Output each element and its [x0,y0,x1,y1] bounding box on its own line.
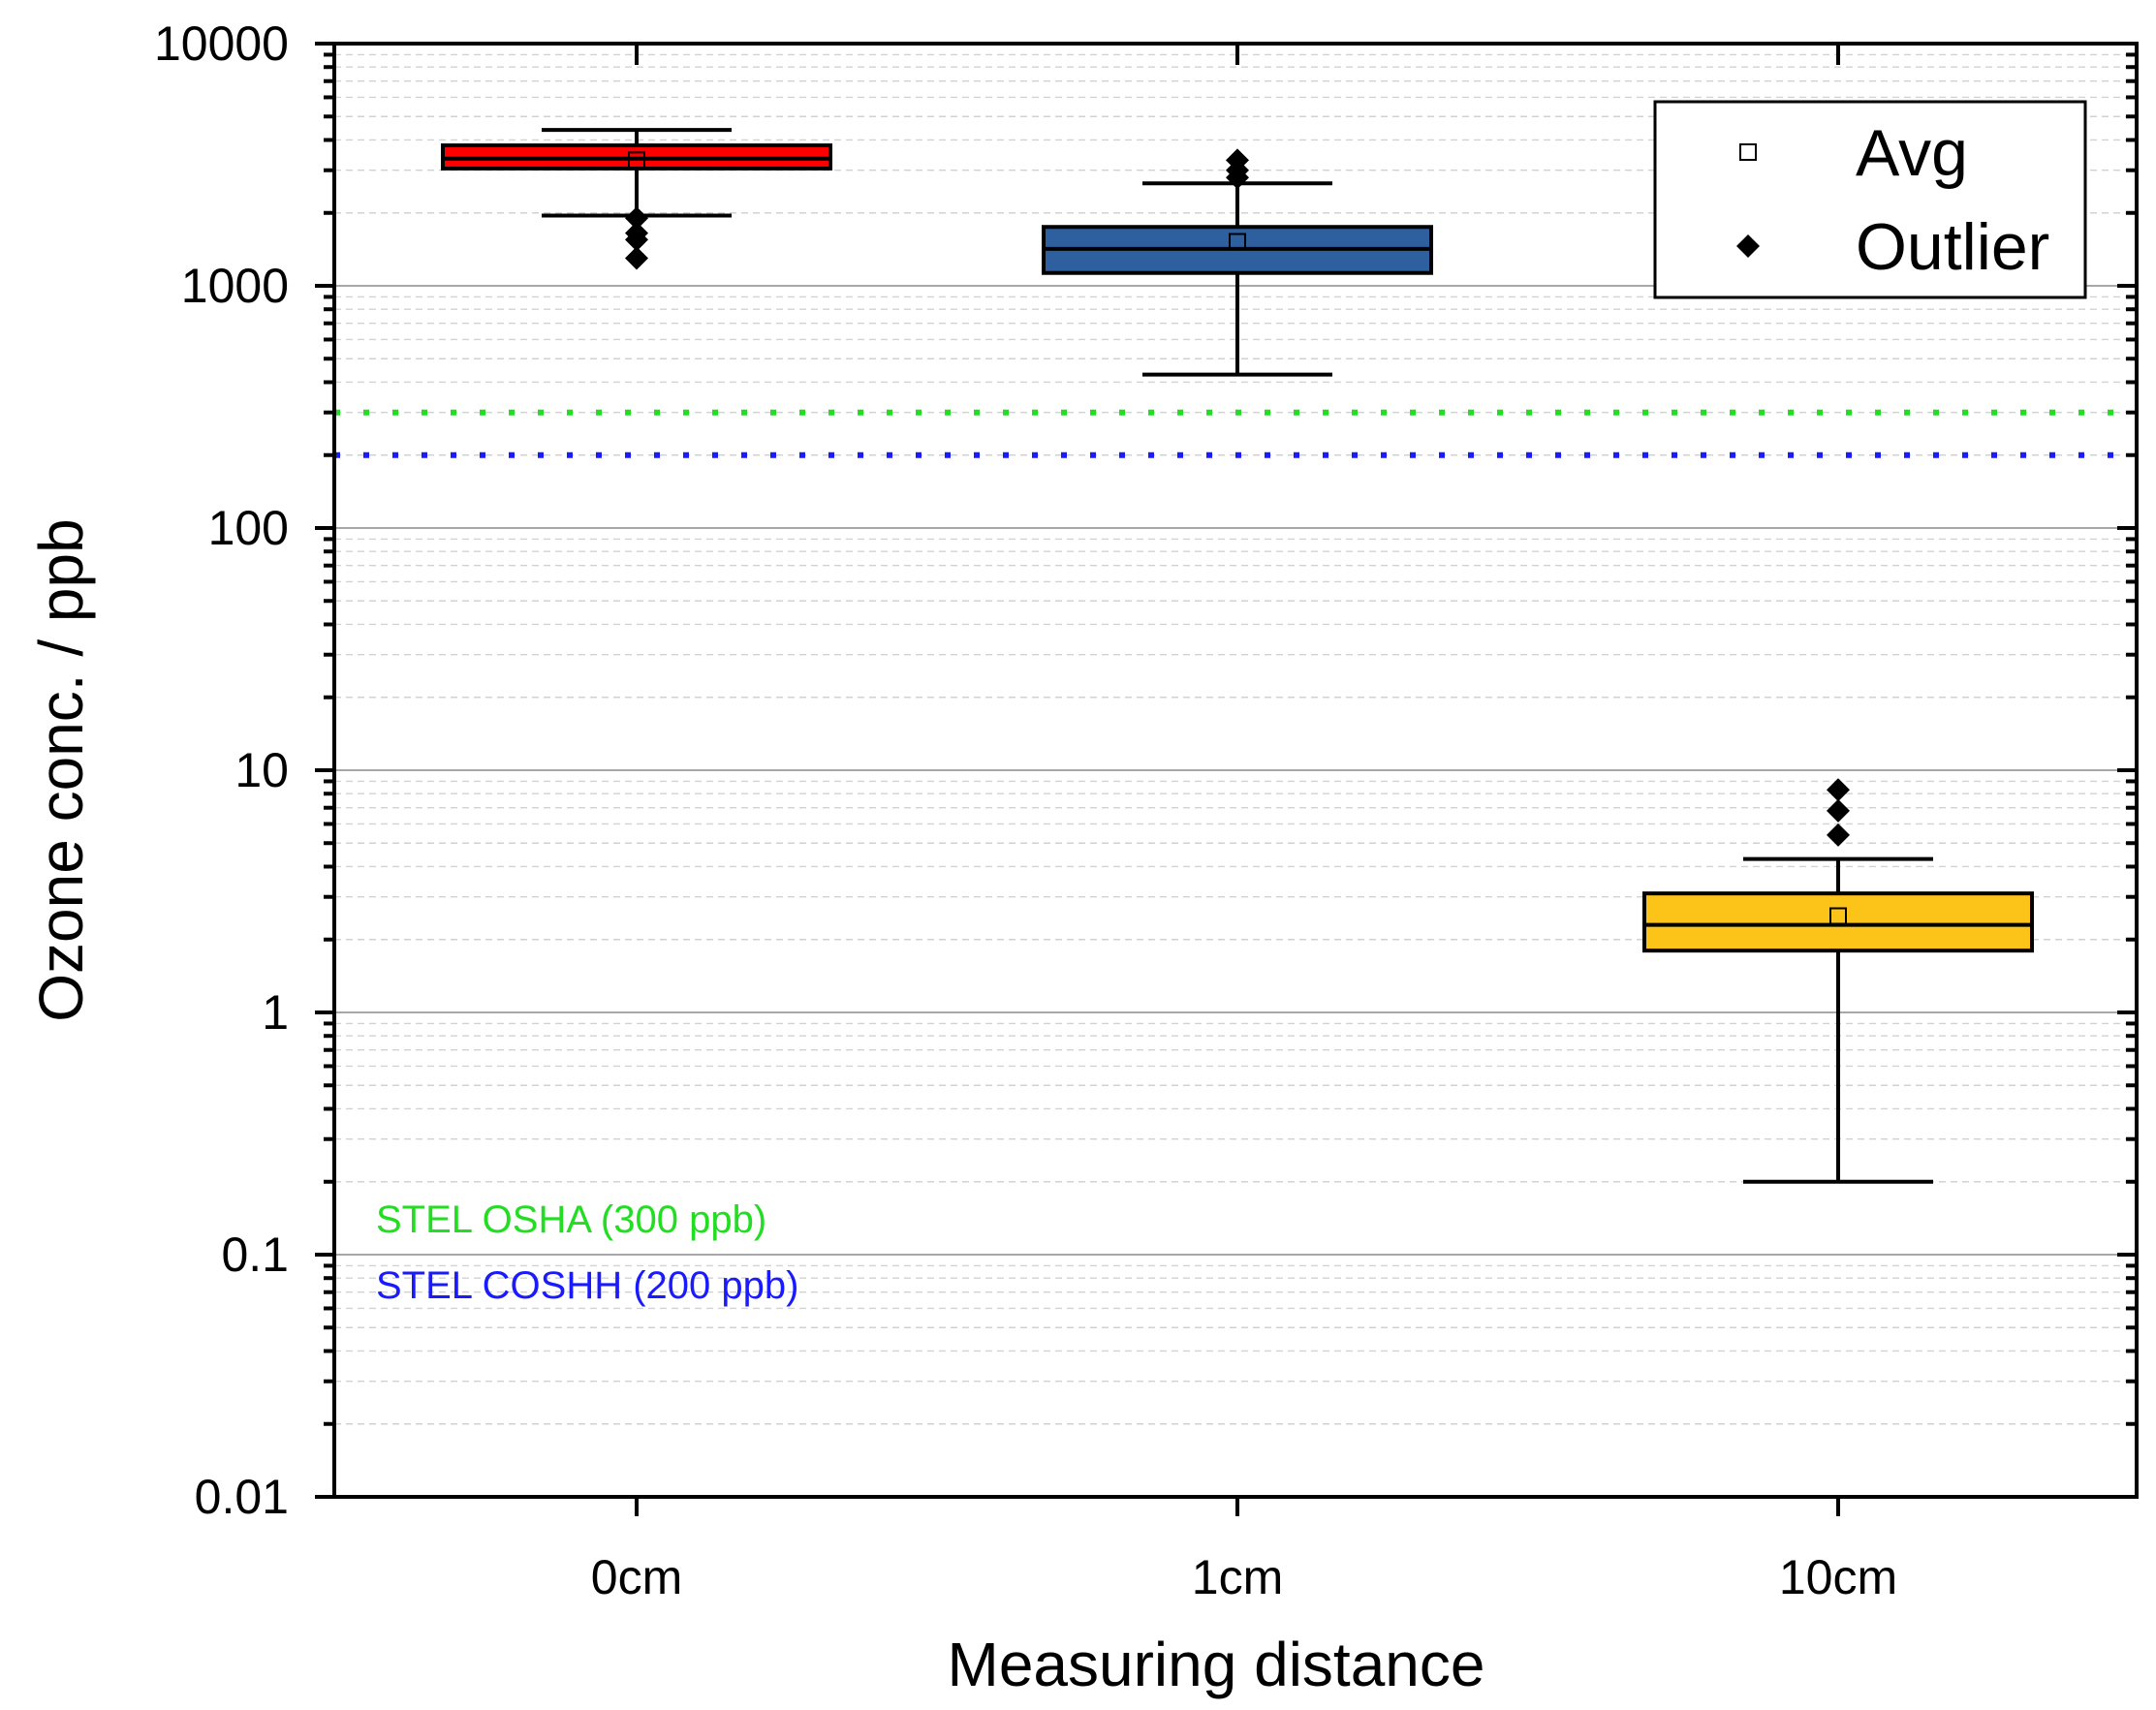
outlier-point [1226,148,1249,172]
y-tick-labels: 0.01 0.1 1 10 100 1000 10000 [154,16,289,1524]
legend: Avg Outlier [1653,100,2087,299]
y-axis-title: Ozone conc. / ppb [26,518,96,1021]
x-axis-title: Measuring distance [948,1630,1485,1699]
x-tick-labels: 0cm 1cm 10cm [591,1550,1897,1604]
mean-marker [1229,233,1246,251]
outlier-point [625,246,648,270]
y-tick-label: 10000 [154,16,289,71]
box-1cm [1042,148,1433,377]
legend-outlier-marker [1736,234,1760,258]
legend-outlier-label: Outlier [1856,210,2049,284]
box-series [441,128,2034,1184]
y-tick-label: 0.1 [221,1228,289,1282]
axis-ticks [315,42,2137,1516]
outlier-point [1827,823,1850,847]
y-tick-label: 1000 [181,259,289,313]
x-tick-label: 10cm [1779,1550,1897,1604]
box-10cm [1642,778,2034,1184]
outlier-point [625,221,648,245]
y-tick-label: 1 [262,985,289,1040]
y-tick-label: 10 [234,743,289,797]
reference-lines [334,409,2137,458]
ref-label-coshh: STEL COSHH (200 ppb) [376,1264,798,1307]
box-0cm [441,128,832,270]
x-tick-label: 1cm [1192,1550,1283,1604]
legend-avg-marker [1739,143,1757,161]
mean-marker [628,151,645,170]
legend-avg-label: Avg [1856,116,1968,190]
y-tick-label: 0.01 [195,1470,289,1524]
ref-label-osha: STEL OSHA (300 ppb) [376,1198,766,1241]
outlier-point [1827,778,1850,802]
legend-box [1653,100,2087,299]
mean-marker [1829,907,1847,925]
y-tick-label: 100 [208,501,289,555]
outlier-point [625,206,648,231]
x-tick-label: 0cm [591,1550,682,1604]
outlier-point [1827,798,1850,823]
box-iqr [1642,891,2034,953]
